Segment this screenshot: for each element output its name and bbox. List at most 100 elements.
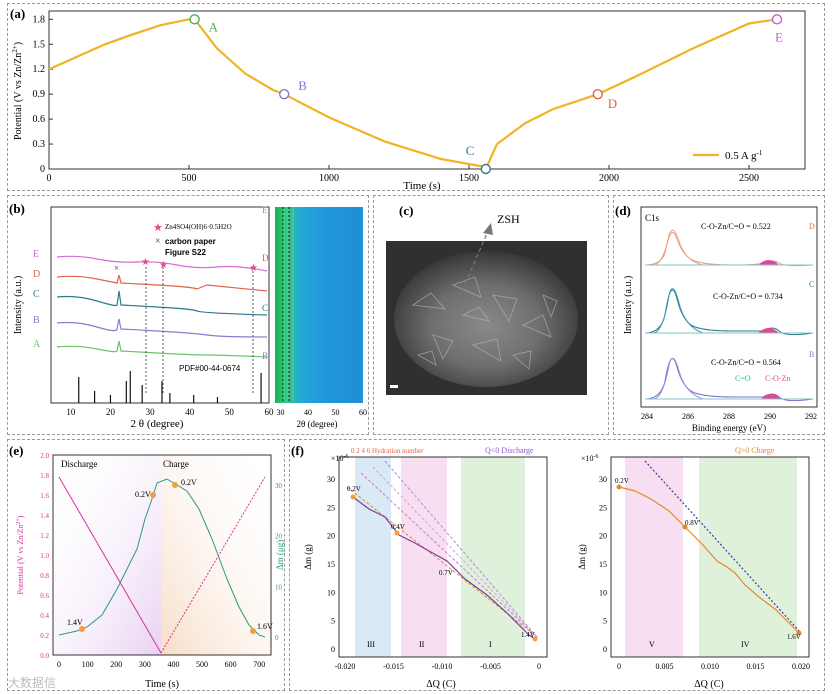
f-left-markers	[350, 494, 538, 642]
panel-e-xticks: 0 100 200 300 400 500 600 700	[57, 660, 265, 669]
e-left-tick-label: 2.0	[40, 452, 49, 460]
cozn-label: C-O-Zn	[765, 374, 790, 383]
hydration-label: 0 2 4 6 Hydration number	[351, 447, 424, 455]
xps-spectrum-d	[644, 229, 814, 267]
xrd-curve-labels: E D C B A	[33, 249, 41, 350]
potential-charge-line	[160, 476, 266, 654]
letter-b: B	[809, 350, 814, 359]
panel-c	[373, 195, 609, 435]
a-ytick-label: 0.6	[33, 114, 46, 125]
f-right-xtick-label: 0.005	[656, 662, 674, 671]
panel-d-title: C1s	[645, 213, 660, 223]
panel-d-label: (d)	[615, 203, 631, 218]
panel-d-xticks: 284 286 288 290 292	[641, 412, 817, 421]
ratio-c: C-O-Zn/C=O = 0.734	[713, 292, 783, 301]
d-xtick-label: 284	[641, 412, 653, 421]
panel-a-xticks: 0 500 1000 1500 2000 2500	[47, 165, 759, 184]
sem-flake-4	[522, 314, 552, 338]
b-xtick-label: 60	[265, 407, 275, 417]
point-e-label: E	[775, 29, 783, 44]
f-right-ytick-label: 5	[603, 617, 607, 626]
f-right-xtick-label: 0.015	[747, 662, 765, 671]
panel-a-curve	[48, 18, 778, 171]
d-xtick-label: 288	[723, 412, 735, 421]
b-xtick-label: 20	[106, 407, 116, 417]
xrd-curve-e	[56, 255, 268, 272]
f-left-xtick-label: 0	[537, 662, 541, 671]
f-left-xtick-label: -0.015	[383, 662, 404, 671]
sem-scalebar	[390, 385, 398, 388]
region-i	[461, 457, 525, 657]
potential-discharge-line	[58, 476, 162, 654]
mass-marker-1	[79, 626, 85, 632]
discharge-title: Q<0 Discharge	[485, 446, 534, 455]
xps-c-peak	[652, 288, 704, 334]
point-c-label: C	[466, 143, 475, 158]
co-label: C=O	[735, 374, 751, 383]
f-left-xticks: -0.020 -0.015 -0.010 -0.005 0	[335, 662, 541, 671]
charge-title: Q>0 Charge	[735, 446, 775, 455]
xrd-curve-c	[56, 290, 268, 316]
discharge-label: Discharge	[61, 459, 97, 469]
region-i-label: I	[489, 640, 492, 649]
xrd-label-e: E	[33, 249, 39, 260]
panel-b-xlabel: 2 θ (degree)	[131, 418, 184, 430]
panel-d-chart: (d) C1s C-O-Zn/C=O = 0.522 D C-O-Zn/C=O …	[615, 203, 818, 433]
e-xtick-label: 400	[167, 660, 179, 669]
panel-c-sem: (c) ZSH	[386, 203, 587, 395]
watermark: 大数据信	[8, 676, 57, 690]
panel-d-axes	[640, 206, 818, 408]
e-left-tick-label: 0.0	[40, 652, 49, 660]
panel-d-ylabel: Intensity (a.u.)	[623, 276, 634, 335]
e-anno-4: 1.6V	[257, 622, 273, 631]
zsh-arrow	[456, 230, 489, 304]
a-ytick-label: 1.2	[33, 64, 46, 75]
point-e-marker	[771, 14, 783, 25]
f-left-ytick-label: 25	[327, 503, 335, 512]
f-left-xtick-label: -0.010	[432, 662, 453, 671]
e-left-tick-label: 0.2	[40, 632, 49, 640]
xrd-star-3-icon: ★	[249, 263, 258, 274]
f-right-anno-3: 1.6V	[787, 633, 801, 641]
point-b-label: B	[298, 78, 307, 93]
xrd-star-2-icon: ★	[159, 260, 168, 271]
e-xtick-label: 300	[139, 660, 151, 669]
e-left-tick-label: 0.6	[40, 592, 49, 600]
b-xtick-label: 50	[225, 407, 235, 417]
e-left-tick-label: 1.4	[40, 512, 49, 520]
f-left-anno-1: 0.2V	[347, 485, 361, 493]
pdf-reference-bars	[78, 371, 262, 403]
f-left-anno-3: 0.7V	[439, 569, 453, 577]
e-xtick-label: 700	[253, 660, 265, 669]
heatmap-xlabel: 2θ (degree)	[296, 419, 337, 429]
panel-f-chart: (f) ×10-6 0 2 4 6 Hydration number Q<0 D…	[291, 443, 810, 690]
panel-b-legend-fig: Figure S22	[165, 248, 206, 257]
panel-c-label: (c)	[399, 203, 413, 218]
f-right-yticks: 0 5 10 15 20 25 30	[599, 475, 607, 654]
panel-e-xlabel: Time (s)	[145, 679, 179, 690]
f-left-ytick-label: 10	[327, 588, 335, 597]
letter-c: C	[809, 280, 814, 289]
f-right-marker-2	[682, 524, 688, 530]
e-anno-3: 0.2V	[181, 478, 197, 487]
heatmap-xticks: 30 40 50 60	[277, 408, 368, 417]
f-left-anno-2: 0.4V	[391, 523, 405, 531]
xrd-curve-b	[56, 318, 268, 338]
panel-d-xlabel: Binding energy (eV)	[692, 423, 766, 433]
panel-b-legend-cp: carbon paper	[165, 237, 216, 246]
panel-a	[7, 3, 825, 191]
panel-f	[289, 439, 825, 691]
hydration-line-6	[384, 460, 538, 638]
d-xtick-label: 292	[805, 412, 817, 421]
point-b-marker	[279, 88, 290, 100]
f-left-marker-2	[394, 530, 400, 536]
heatmap-xtick-label: 50	[332, 408, 340, 417]
f-left-ytick-label: 0	[331, 645, 335, 654]
f-left-xtick-label: -0.005	[480, 662, 501, 671]
f-right-xtick-label: 0	[617, 662, 621, 671]
e-xtick-label: 100	[82, 660, 94, 669]
b-xtick-label: 40	[185, 407, 195, 417]
panel-a-label: (a)	[10, 6, 25, 21]
f-right-ytick-label: 15	[599, 560, 607, 569]
xps-d-peak	[652, 229, 704, 266]
